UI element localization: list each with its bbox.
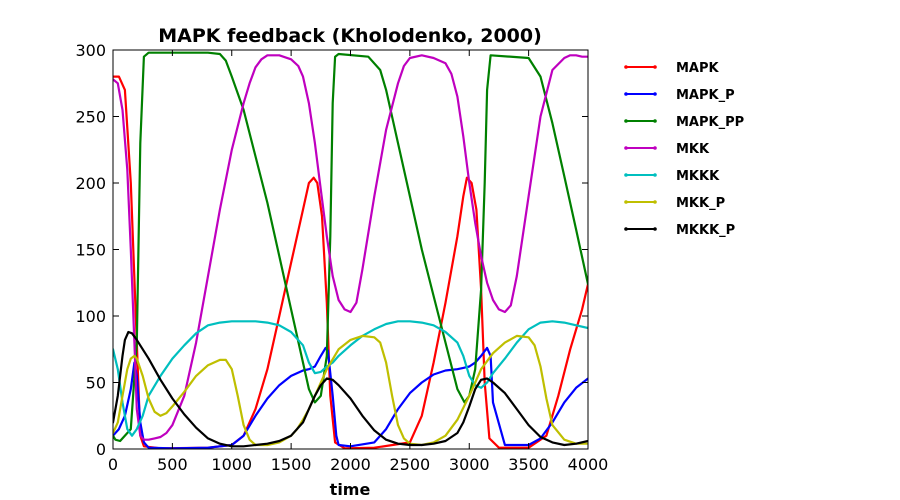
x-tick-label: 3000 xyxy=(449,455,490,474)
legend-item-mkk: MKK xyxy=(624,142,710,157)
legend-marker xyxy=(653,146,657,150)
legend-item-mapk: MAPK xyxy=(624,61,720,76)
legend-item-mkkk: MKKK xyxy=(624,169,720,184)
legend-label: MAPK_PP xyxy=(676,115,744,130)
axes: 0 500 1000 1500 2000 2500 3000 3500 4000 0 50 100 15… xyxy=(75,41,608,474)
series-line-mkkk-p xyxy=(113,330,588,448)
legend-item-mkk-p: MKK_P xyxy=(624,196,725,211)
x-tick-label: 3500 xyxy=(508,455,549,474)
x-tick-label: 500 xyxy=(157,455,188,474)
legend-marker xyxy=(624,200,628,204)
legend-marker xyxy=(653,92,657,96)
x-tick-label: 0 xyxy=(108,455,118,474)
x-tick-label: 2500 xyxy=(390,455,431,474)
y-tick-label: 50 xyxy=(86,374,106,393)
x-tick-label: 1500 xyxy=(271,455,312,474)
y-tick-label: 0 xyxy=(96,440,106,459)
legend-label: MKK_P xyxy=(676,196,725,211)
legend-label: MAPK_P xyxy=(676,88,735,103)
series-line-mkk xyxy=(113,54,588,441)
legend-marker xyxy=(624,173,628,177)
legend-marker xyxy=(624,65,628,69)
series-line-mapk-pp xyxy=(113,51,588,443)
legend-marker xyxy=(624,119,628,123)
x-tick-label: 2000 xyxy=(330,455,371,474)
legend-marker xyxy=(624,146,628,150)
legend-marker xyxy=(653,200,657,204)
legend-marker xyxy=(653,173,657,177)
series-line-mkk-p xyxy=(113,334,588,447)
legend-label: MKK xyxy=(676,142,710,157)
legend-marker xyxy=(653,65,657,69)
y-tick-label: 150 xyxy=(75,241,106,260)
legend-marker xyxy=(653,119,657,123)
y-tick-label: 250 xyxy=(75,108,106,127)
legend-marker xyxy=(624,92,628,96)
legend-label: MAPK xyxy=(676,61,720,76)
y-tick-label: 100 xyxy=(75,307,106,326)
y-tick-label: 300 xyxy=(75,41,106,60)
plot-frame xyxy=(112,49,589,450)
legend: MAPK MAPK_P MAPK_PP MKK MKKK MKK_P MKKK_P xyxy=(624,61,744,238)
legend-label: MKKK xyxy=(676,169,720,184)
legend-item-mapk-p: MAPK_P xyxy=(624,88,735,103)
legend-label: MKKK_P xyxy=(676,223,735,238)
legend-item-mapk-pp: MAPK_PP xyxy=(624,115,744,130)
x-tick-label: 4000 xyxy=(568,455,609,474)
x-tick-label: 1000 xyxy=(211,455,252,474)
legend-marker xyxy=(624,227,628,231)
chart-title: MAPK feedback (Kholodenko, 2000) xyxy=(158,25,542,47)
y-tick-label: 200 xyxy=(75,174,106,193)
x-axis-label: time xyxy=(330,480,371,499)
legend-item-mkkk-p: MKKK_P xyxy=(624,223,735,238)
series-line-mkkk xyxy=(113,320,588,437)
legend-marker xyxy=(653,227,657,231)
plot-area xyxy=(113,51,588,449)
